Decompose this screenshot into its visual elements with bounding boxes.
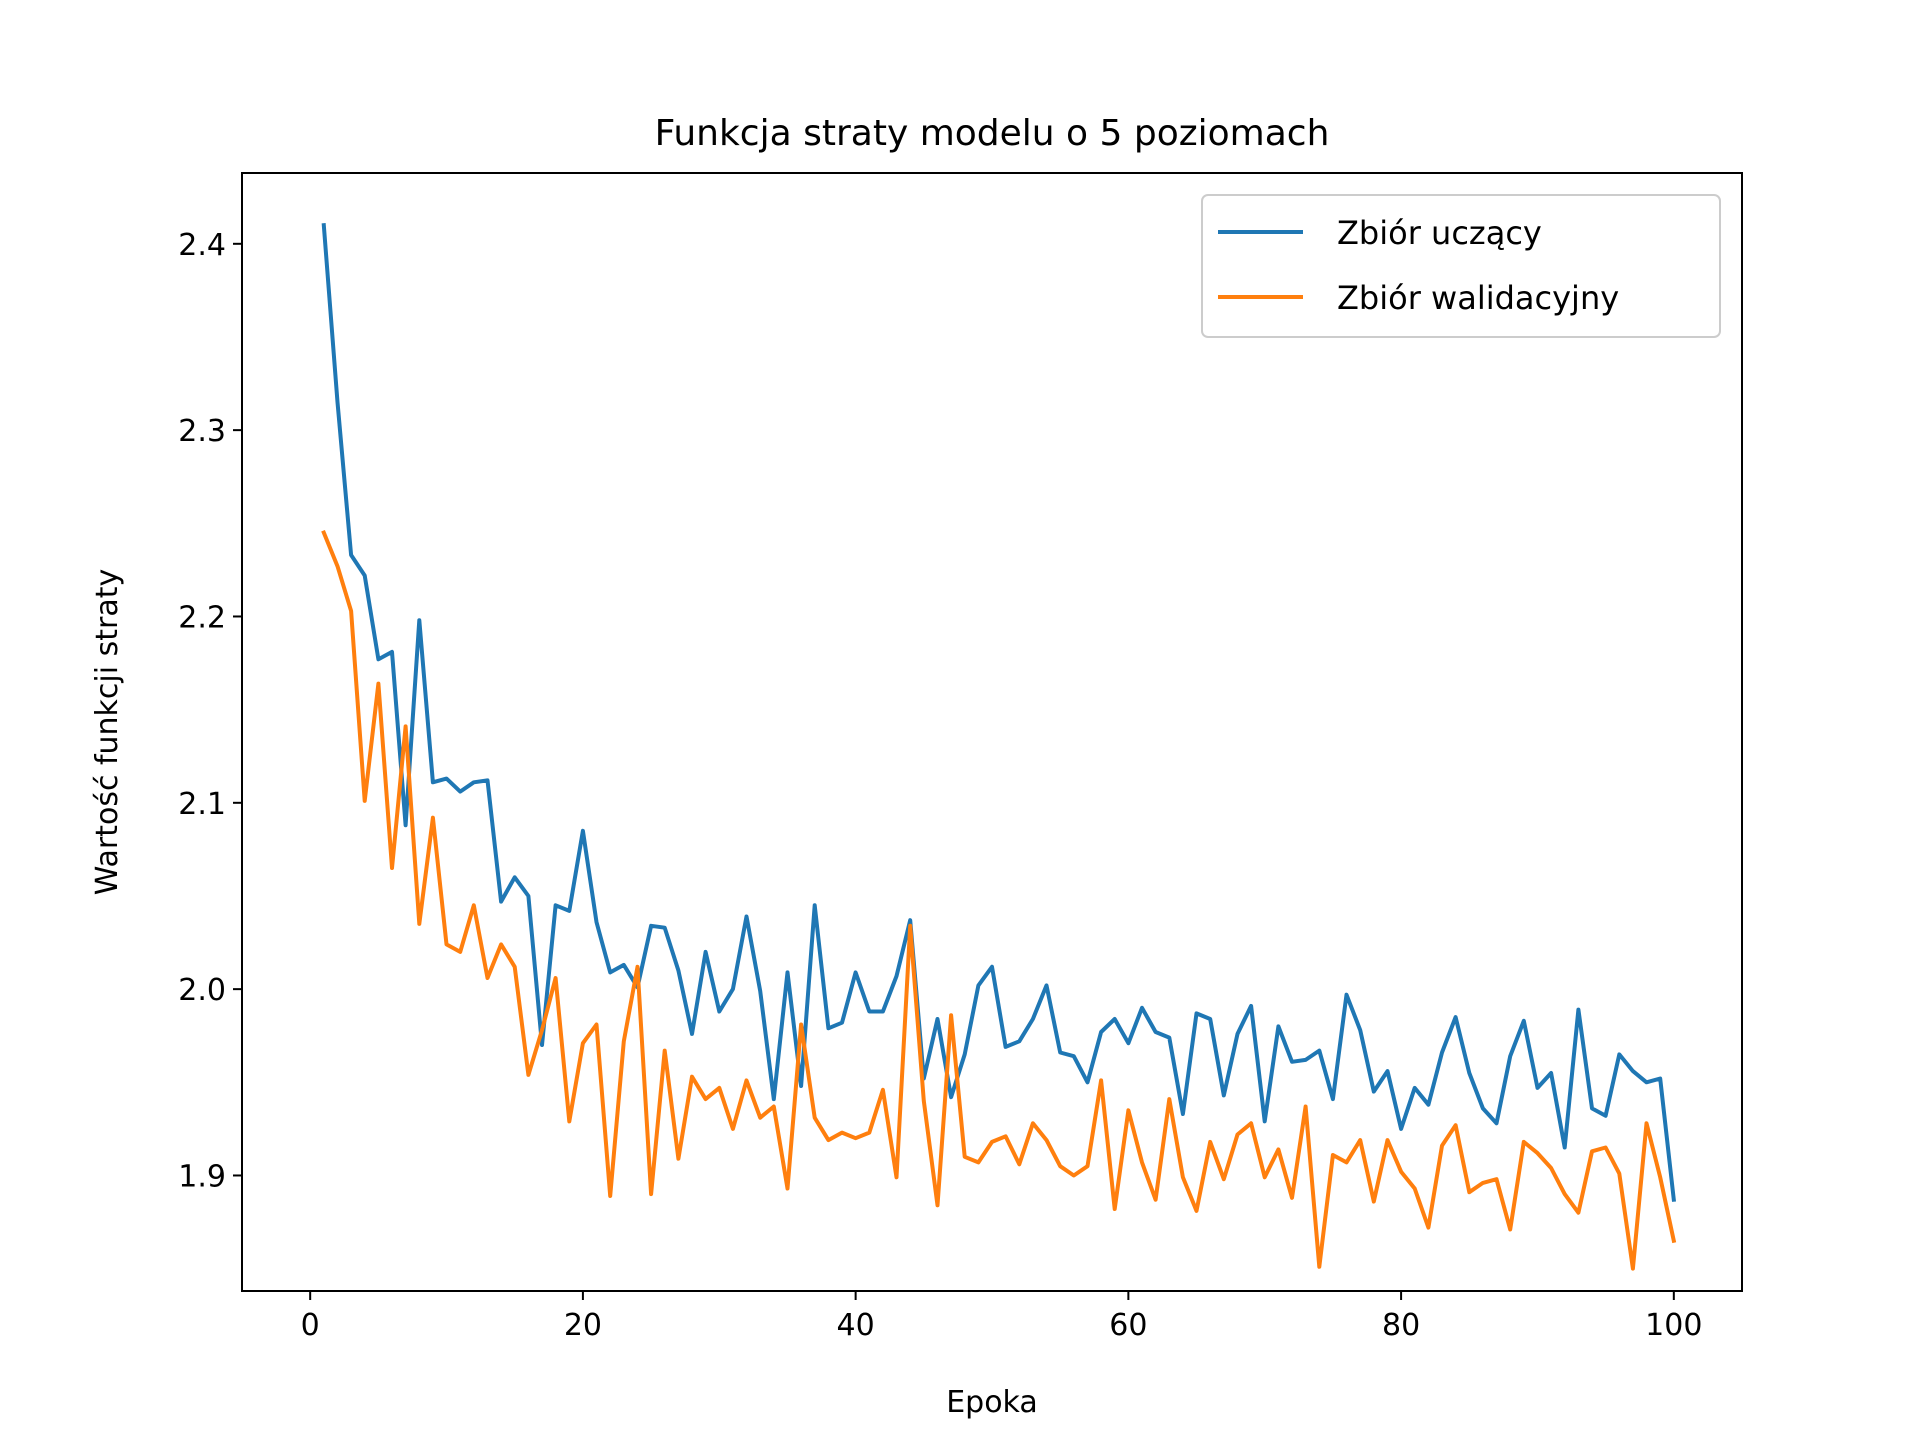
series-line-validation <box>321 529 1677 1271</box>
legend: Zbiór uczący Zbiór walidacyjny <box>1201 194 1721 338</box>
y-tick-label: 2.0 <box>178 973 226 1008</box>
y-tick-label: 2.1 <box>178 787 226 822</box>
y-tick-label: 2.2 <box>178 600 226 635</box>
x-tick-label: 100 <box>1645 1308 1702 1343</box>
x-tick-label: 40 <box>837 1308 875 1343</box>
x-tick-label: 80 <box>1382 1308 1420 1343</box>
legend-label-validation: Zbiór walidacyjny <box>1337 279 1619 317</box>
series-lines <box>321 223 1677 1271</box>
y-axis: 1.9 2.0 2.1 2.2 2.3 2.4 <box>178 228 242 1194</box>
x-tick-label: 60 <box>1109 1308 1147 1343</box>
x-axis-label: Epoka <box>946 1385 1038 1420</box>
legend-label-train: Zbiór uczący <box>1337 214 1542 252</box>
chart-title: Funkcja straty modelu o 5 poziomach <box>655 113 1330 154</box>
y-tick-label: 1.9 <box>178 1159 226 1194</box>
legend-box <box>1201 194 1721 338</box>
plot-area-frame <box>241 172 1743 1292</box>
series-line-train <box>321 223 1677 1202</box>
x-tick-label: 0 <box>301 1308 320 1343</box>
y-tick-label: 2.3 <box>178 414 226 449</box>
y-axis-label: Wartość funkcji straty <box>90 569 125 896</box>
x-tick-label: 20 <box>564 1308 602 1343</box>
x-axis: 0 20 40 60 80 100 <box>301 1291 1702 1343</box>
y-tick-label: 2.4 <box>178 228 226 263</box>
